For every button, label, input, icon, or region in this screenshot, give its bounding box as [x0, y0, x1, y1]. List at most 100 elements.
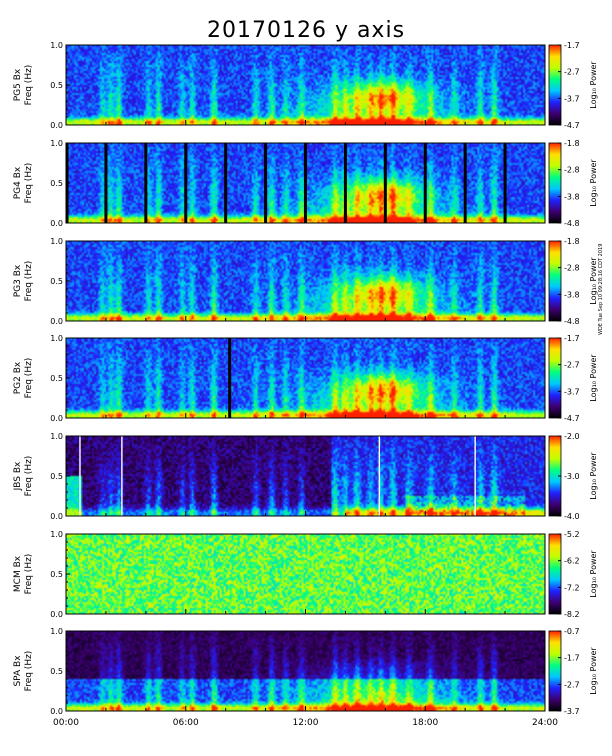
colorbar-title: Log₁₀ Power [589, 647, 598, 695]
data-gap-0 [228, 338, 232, 418]
ytick-label: 1.0 [50, 627, 63, 636]
spectrogram-pg2 [66, 338, 545, 418]
ytick-label: 0.0 [50, 610, 63, 619]
spectrogram-jbs [66, 436, 545, 516]
ytick-label: 0.0 [50, 512, 63, 521]
data-gap-4 [224, 143, 228, 223]
colorbar-label: -1.7 [564, 334, 580, 343]
ytick-label: 1.0 [50, 139, 63, 148]
colorbar-title: Log₁₀ Power [589, 452, 598, 500]
data-gap-10 [463, 143, 467, 223]
white-line-1 [121, 436, 123, 516]
colorbar [548, 240, 562, 322]
ytick-label: 0.0 [50, 707, 63, 716]
colorbar-label: -7.2 [564, 583, 580, 592]
white-line-3 [474, 436, 476, 516]
data-gap-5 [264, 143, 268, 223]
colorbar-label: -5.2 [564, 530, 580, 539]
colorbar-label: -3.7 [564, 94, 580, 103]
colorbar [548, 630, 562, 712]
ylabel-station: PG2 Bx [13, 361, 23, 394]
ytick-label: 0.5 [50, 570, 63, 579]
ylabel-station: JBS Bx [13, 461, 23, 491]
ytick-label: 1.0 [50, 237, 63, 246]
colorbar-label: -4.7 [564, 121, 580, 130]
data-gap-8 [383, 143, 387, 223]
ytick-label: 0.5 [50, 472, 63, 481]
ylabel-station: PG5 Bx [13, 68, 23, 101]
colorbar-label: -4.8 [564, 317, 580, 326]
ytick-label: 0.5 [50, 667, 63, 676]
colorbar-label: -1.8 [564, 237, 580, 246]
colorbar-title: Log₁₀ Power [589, 61, 598, 109]
colorbar-label: -3.0 [564, 472, 580, 481]
xtick-label: 18:00 [412, 718, 438, 728]
ylabel-station: PG3 Bx [13, 264, 23, 297]
colorbar-title: Log₁₀ Power [589, 550, 598, 598]
colorbar-label: -3.7 [564, 707, 580, 716]
colorbar [548, 337, 562, 419]
ytick-label: 0.5 [50, 374, 63, 383]
ylabel-freq: Freq (Hz) [24, 163, 34, 204]
data-gap-9 [423, 143, 427, 223]
ytick-label: 1.0 [50, 334, 63, 343]
data-gap-1 [104, 143, 108, 223]
ytick-label: 0.5 [50, 179, 63, 188]
data-gap-6 [304, 143, 307, 223]
colorbar-label: -2.7 [564, 361, 580, 370]
colorbar-title: Log₁₀ Power [589, 354, 598, 402]
spectrogram-mcm [66, 534, 545, 614]
ylabel-freq: Freq (Hz) [24, 456, 34, 497]
data-gap-11 [503, 143, 507, 223]
ytick-label: 1.0 [50, 41, 63, 50]
white-line-0 [79, 436, 81, 516]
colorbar-label: -1.8 [564, 139, 580, 148]
ylabel-station: MCM Bx [13, 555, 23, 592]
ytick-label: 0.5 [50, 277, 63, 286]
colorbar-label: -6.2 [564, 557, 580, 566]
ytick-label: 0.0 [50, 317, 63, 326]
data-gap-2 [144, 143, 148, 223]
colorbar-label: -1.7 [564, 41, 580, 50]
ytick-label: 0.5 [50, 81, 63, 90]
colorbar [548, 533, 562, 615]
colorbar-title: Log₁₀ Power [589, 159, 598, 207]
xtick-label: 12:00 [293, 718, 319, 728]
ylabel-freq: Freq (Hz) [24, 261, 34, 302]
ytick-label: 1.0 [50, 530, 63, 539]
ylabel-freq: Freq (Hz) [24, 65, 34, 106]
ylabel-station: PG4 Bx [13, 166, 23, 199]
colorbar [548, 142, 562, 224]
colorbar-label: -3.7 [564, 387, 580, 396]
ytick-label: 0.0 [50, 219, 63, 228]
colorbar-label: -4.7 [564, 414, 580, 423]
ylabel-freq: Freq (Hz) [24, 554, 34, 595]
ylabel-station: SPA Bx [13, 655, 23, 687]
colorbar-label: -1.7 [564, 654, 580, 663]
colorbar-label: -3.8 [564, 290, 580, 299]
ylabel-freq: Freq (Hz) [24, 358, 34, 399]
colorbar-label: -8.2 [564, 610, 580, 619]
spectrogram-pg5 [66, 45, 545, 125]
spectrogram-pg3 [66, 241, 545, 321]
colorbar-label: -3.8 [564, 192, 580, 201]
colorbar-label: -4.8 [564, 219, 580, 228]
colorbar-label: -2.8 [564, 264, 580, 273]
xtick-label: 24:00 [532, 718, 558, 728]
ylabel-freq: Freq (Hz) [24, 651, 34, 692]
colorbar-label: -2.0 [564, 432, 580, 441]
colorbar-label: -2.7 [564, 680, 580, 689]
xtick-label: 06:00 [173, 718, 199, 728]
colorbar [548, 44, 562, 126]
colorbar-label: -2.8 [564, 166, 580, 175]
xtick-label: 00:00 [53, 718, 79, 728]
colorbar-title: Log₁₀ Power [589, 257, 598, 305]
spectrogram-spa [66, 631, 545, 711]
ytick-label: 1.0 [50, 432, 63, 441]
white-line-2 [378, 436, 381, 516]
ytick-label: 0.0 [50, 121, 63, 130]
page-title: 20170126 y axis [206, 18, 406, 43]
data-gap-7 [343, 143, 347, 223]
colorbar-label: -2.7 [564, 68, 580, 77]
